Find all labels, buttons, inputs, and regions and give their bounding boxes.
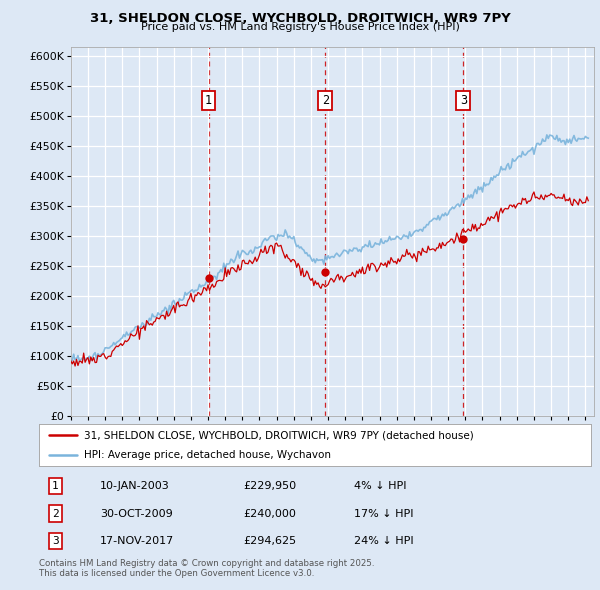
Text: 1: 1	[205, 94, 212, 107]
Text: 17% ↓ HPI: 17% ↓ HPI	[353, 509, 413, 519]
Text: 30-OCT-2009: 30-OCT-2009	[100, 509, 172, 519]
Text: 2: 2	[322, 94, 329, 107]
Text: £294,625: £294,625	[243, 536, 296, 546]
Text: 1: 1	[52, 481, 59, 491]
Text: 3: 3	[460, 94, 467, 107]
Text: Contains HM Land Registry data © Crown copyright and database right 2025.
This d: Contains HM Land Registry data © Crown c…	[39, 559, 374, 578]
Text: £240,000: £240,000	[243, 509, 296, 519]
Text: 10-JAN-2003: 10-JAN-2003	[100, 481, 169, 491]
Text: 31, SHELDON CLOSE, WYCHBOLD, DROITWICH, WR9 7PY: 31, SHELDON CLOSE, WYCHBOLD, DROITWICH, …	[89, 12, 511, 25]
Text: 4% ↓ HPI: 4% ↓ HPI	[353, 481, 406, 491]
Text: 3: 3	[52, 536, 59, 546]
Text: 31, SHELDON CLOSE, WYCHBOLD, DROITWICH, WR9 7PY (detached house): 31, SHELDON CLOSE, WYCHBOLD, DROITWICH, …	[84, 430, 474, 440]
Text: HPI: Average price, detached house, Wychavon: HPI: Average price, detached house, Wych…	[84, 450, 331, 460]
Text: £229,950: £229,950	[243, 481, 296, 491]
Text: 17-NOV-2017: 17-NOV-2017	[100, 536, 174, 546]
Text: Price paid vs. HM Land Registry's House Price Index (HPI): Price paid vs. HM Land Registry's House …	[140, 22, 460, 32]
Text: 24% ↓ HPI: 24% ↓ HPI	[353, 536, 413, 546]
Text: 2: 2	[52, 509, 59, 519]
